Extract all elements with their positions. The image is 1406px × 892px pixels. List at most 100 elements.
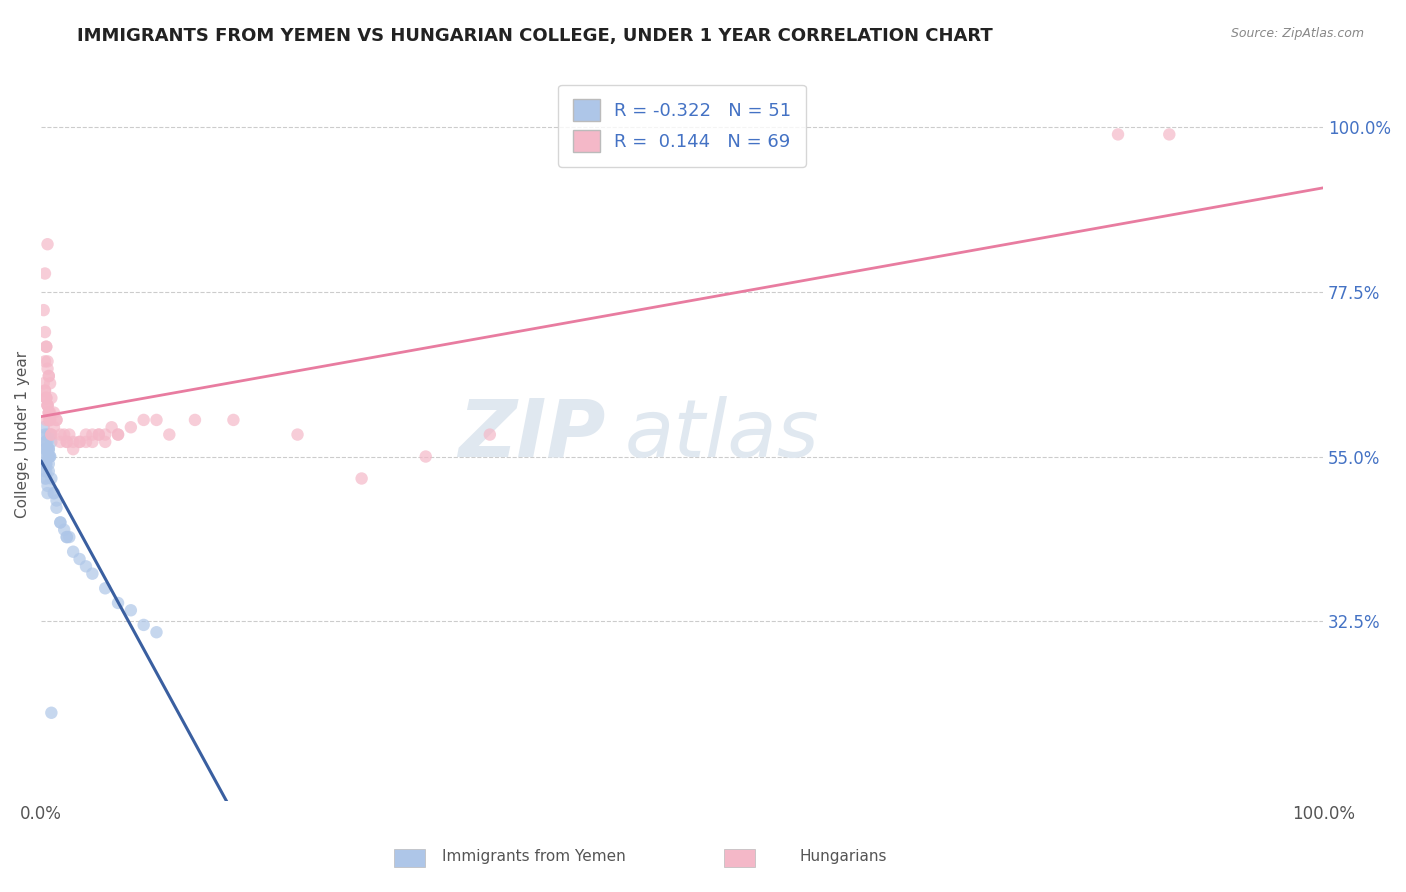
Point (41, 471, 63, 485)
Point (38, 457, 60, 471)
Point (145, 413, 167, 427)
Point (75, 559, 97, 574)
Point (45, 500, 67, 515)
Point (32, 420, 55, 434)
Point (34, 384, 56, 398)
Point (82, 427, 104, 442)
Point (38, 442, 60, 457)
Point (32, 376, 55, 391)
Point (34, 442, 56, 457)
Text: Hungarians: Hungarians (800, 849, 887, 863)
Point (58, 530, 80, 544)
Point (94, 582, 117, 596)
Point (87, 427, 110, 442)
Point (58, 427, 80, 442)
Point (107, 596, 129, 610)
Point (1159, 128, 1181, 142)
Point (120, 603, 142, 617)
Point (34, 457, 56, 471)
Point (222, 413, 245, 427)
Point (45, 413, 67, 427)
Point (37, 237, 59, 252)
Point (38, 450, 60, 464)
Point (69, 434, 91, 449)
Point (41, 434, 63, 449)
Point (37, 398, 59, 412)
Point (35, 340, 58, 354)
Point (53, 427, 76, 442)
Text: IMMIGRANTS FROM YEMEN VS HUNGARIAN COLLEGE, UNDER 1 YEAR CORRELATION CHART: IMMIGRANTS FROM YEMEN VS HUNGARIAN COLLE… (77, 27, 993, 45)
Point (62, 434, 84, 449)
Point (41, 706, 63, 720)
Point (35, 340, 58, 354)
Point (94, 427, 117, 442)
Point (184, 413, 207, 427)
Point (34, 384, 56, 398)
Point (35, 464, 58, 478)
Point (350, 471, 373, 485)
Point (157, 427, 180, 442)
Point (145, 625, 167, 640)
Legend: R = -0.322   N = 51, R =  0.144   N = 69: R = -0.322 N = 51, R = 0.144 N = 69 (558, 85, 806, 167)
Y-axis label: College, Under 1 year: College, Under 1 year (15, 351, 30, 518)
Text: ZIP: ZIP (458, 395, 605, 474)
Point (35, 457, 58, 471)
Point (42, 420, 65, 434)
Point (35, 442, 58, 457)
Point (35, 434, 58, 449)
Point (38, 406, 60, 420)
Point (1107, 128, 1129, 142)
Point (41, 427, 63, 442)
Point (38, 413, 60, 427)
Point (34, 471, 56, 485)
Point (37, 450, 59, 464)
Point (75, 434, 97, 449)
Point (37, 427, 59, 442)
Point (39, 450, 62, 464)
Point (37, 398, 59, 412)
Point (55, 434, 77, 449)
Point (69, 434, 91, 449)
Point (62, 545, 84, 559)
Point (41, 427, 63, 442)
Point (120, 420, 142, 434)
Point (34, 427, 56, 442)
Point (42, 406, 65, 420)
Point (82, 434, 104, 449)
Point (38, 369, 60, 384)
Point (94, 434, 117, 449)
Point (35, 391, 58, 405)
Point (55, 530, 77, 544)
Point (45, 413, 67, 427)
Point (39, 413, 62, 427)
Point (34, 464, 56, 478)
Point (42, 486, 65, 500)
Point (37, 434, 59, 449)
Point (32, 303, 55, 318)
Point (35, 457, 58, 471)
Point (34, 434, 56, 449)
Point (35, 413, 58, 427)
Point (39, 450, 62, 464)
Point (38, 464, 60, 478)
Point (107, 427, 129, 442)
Point (37, 486, 59, 500)
Point (55, 530, 77, 544)
Point (37, 361, 59, 376)
Point (100, 420, 122, 434)
Point (37, 398, 59, 412)
Point (38, 406, 60, 420)
Point (38, 442, 60, 457)
Point (39, 376, 62, 391)
Text: atlas: atlas (624, 395, 820, 474)
Point (45, 493, 67, 508)
Point (35, 391, 58, 405)
Point (62, 442, 84, 457)
Point (37, 442, 59, 457)
Point (37, 354, 59, 368)
Point (49, 516, 72, 530)
Point (32, 450, 55, 464)
Point (53, 523, 76, 537)
Point (34, 354, 56, 368)
Point (87, 427, 110, 442)
